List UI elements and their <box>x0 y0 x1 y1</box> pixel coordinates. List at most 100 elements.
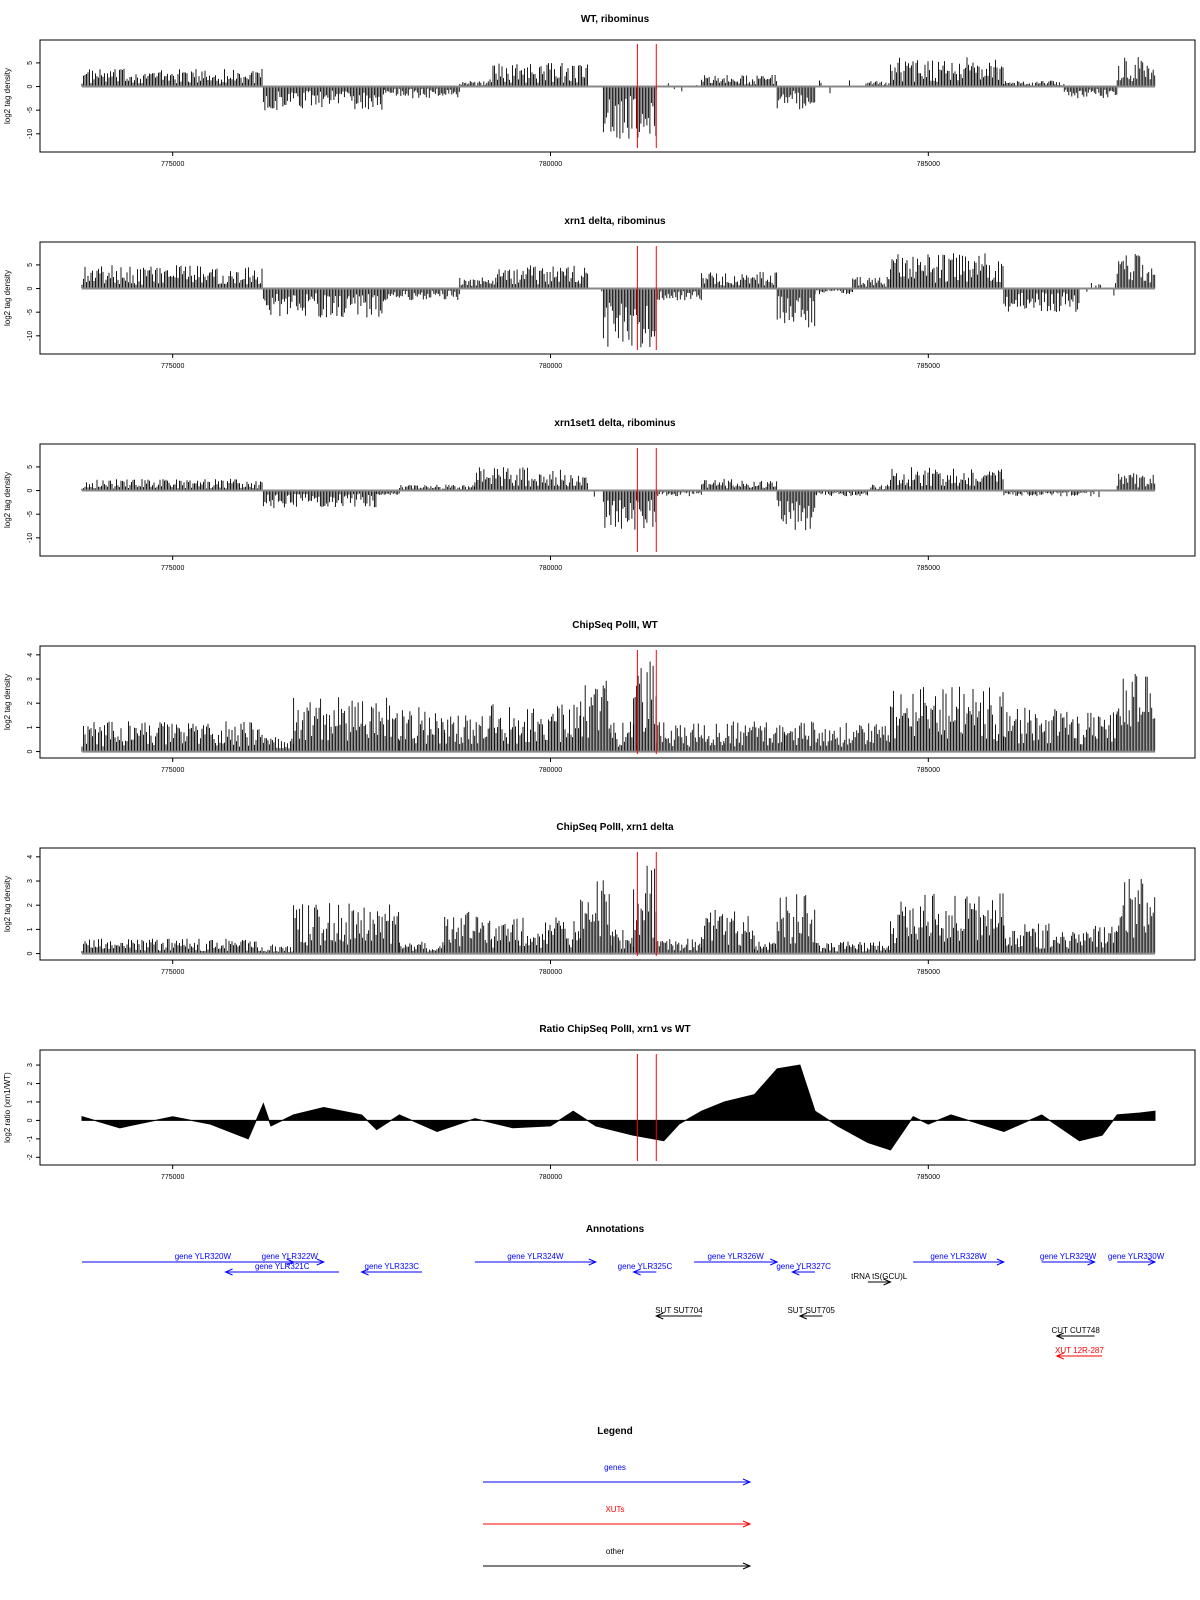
data-segment <box>262 490 377 509</box>
data-segment <box>1116 254 1156 289</box>
annotation-feature: tRNA tS(GCU)L <box>851 1272 908 1286</box>
data-segment <box>376 490 400 495</box>
plot-frame <box>39 847 1196 961</box>
y-tick-label: 1 <box>27 1100 34 1104</box>
data-segment <box>655 938 702 954</box>
data-segment <box>81 721 263 752</box>
data-segment <box>890 57 1004 87</box>
legend-entry-label: XUTs <box>605 1505 624 1514</box>
y-tick-label: 1 <box>27 725 34 729</box>
x-tick-label: 785000 <box>917 363 940 370</box>
annotation-feature: SUT SUT705 <box>787 1306 835 1320</box>
feature-label: gene YLR328W <box>930 1252 987 1261</box>
y-axis-label: log2 tag density <box>3 472 12 528</box>
feature-label: gene YLR323C <box>365 1262 420 1271</box>
data-segment <box>602 490 657 530</box>
data-segment <box>852 277 891 289</box>
annotation-feature: SUT SUT704 <box>655 1306 703 1320</box>
data-segment <box>610 929 634 954</box>
legend-entry: XUTs <box>483 1505 752 1528</box>
data-segment <box>444 911 491 954</box>
arrow-left-icon <box>798 1312 808 1320</box>
series-bars <box>81 467 1156 531</box>
data-segment <box>262 737 294 752</box>
panel-4: ChipSeq PolII, WT log2 tag density 0 1 2 3 4 77… <box>3 620 1196 774</box>
plot-frame <box>39 241 1196 355</box>
y-tick-label: 3 <box>27 1063 34 1067</box>
annotation-feature: gene YLR329W <box>1040 1252 1097 1266</box>
arrow-left-icon <box>1055 1332 1064 1340</box>
data-segment <box>262 944 294 954</box>
data-segment <box>701 271 778 289</box>
feature-label: tRNA tS(GCU)L <box>851 1272 908 1281</box>
legend-entry: genes <box>483 1463 752 1486</box>
data-segment <box>890 893 1004 954</box>
data-segment <box>1003 707 1117 752</box>
annotations-title: Annotations <box>586 1224 645 1235</box>
series-bars <box>81 57 1156 139</box>
data-segment <box>602 288 657 348</box>
feature-label: gene YLR326W <box>707 1252 764 1261</box>
legend-title: Legend <box>597 1426 633 1437</box>
data-segment <box>474 467 588 491</box>
arrow-left-icon <box>632 1268 641 1276</box>
arrow-left-icon <box>360 1268 369 1276</box>
y-tick-label: 0 <box>27 488 34 492</box>
data-segment <box>633 865 657 954</box>
panel-6: Ratio ChipSeq PolII, xrn1 vs WT log2 rati… <box>3 1024 1196 1181</box>
arrow-left-icon <box>224 1268 233 1276</box>
data-segment <box>890 467 1004 491</box>
panel-title: ChipSeq PolII, xrn1 delta <box>556 822 674 833</box>
series-bars <box>81 661 1156 752</box>
y-tick-label: 0 <box>27 750 34 754</box>
feature-label: gene YLR329W <box>1040 1252 1097 1261</box>
plot-frame <box>39 1049 1196 1166</box>
data-segment <box>776 86 816 110</box>
feature-label: gene YLR322W <box>262 1252 319 1261</box>
data-segment <box>1116 674 1156 752</box>
data-segment <box>784 721 891 752</box>
annotation-feature: gene YLR324W <box>474 1252 598 1266</box>
y-tick-label: 5 <box>27 263 34 267</box>
x-tick-label: 785000 <box>917 1174 940 1181</box>
y-tick-label: 4 <box>27 653 34 657</box>
arrow-left-icon <box>655 1312 664 1320</box>
annotation-feature: CUT CUT748 <box>1052 1326 1100 1340</box>
annotation-feature: gene YLR323C <box>360 1262 423 1276</box>
arrow-right-icon <box>742 1562 752 1570</box>
y-tick-label: 0 <box>27 286 34 290</box>
data-segment <box>602 86 657 139</box>
data-segment <box>890 253 1004 289</box>
y-tick-label: 0 <box>27 952 34 956</box>
feature-label: gene YLR327C <box>776 1262 831 1271</box>
annotation-feature: gene YLR328W <box>913 1252 1006 1266</box>
y-tick-label: -10 <box>27 331 34 341</box>
x-tick-label: 775000 <box>161 767 184 774</box>
feature-label: gene YLR324W <box>507 1252 564 1261</box>
x-tick-label: 775000 <box>161 161 184 168</box>
feature-label: SUT SUT705 <box>787 1306 835 1315</box>
data-segment <box>701 910 755 954</box>
x-tick-label: 780000 <box>539 565 562 572</box>
x-tick-label: 780000 <box>539 1174 562 1181</box>
arrow-right-icon <box>588 1258 598 1266</box>
x-tick-label: 785000 <box>917 565 940 572</box>
plot-frame <box>39 645 1196 759</box>
data-segment <box>610 721 634 752</box>
arrow-right-icon <box>769 1258 779 1266</box>
y-tick-label: 4 <box>27 855 34 859</box>
arrow-right-icon <box>742 1478 752 1486</box>
annotation-feature: gene YLR320W <box>82 1252 326 1266</box>
y-tick-label: 2 <box>27 701 34 705</box>
y-tick-label: -1 <box>27 1136 34 1142</box>
data-segment <box>459 277 498 289</box>
data-segment <box>754 941 778 954</box>
y-tick-label: -5 <box>27 107 34 113</box>
panel-title: WT, ribominus <box>581 14 650 25</box>
panel-5: ChipSeq PolII, xrn1 delta log2 tag densit… <box>3 822 1196 976</box>
y-tick-label: 2 <box>27 903 34 907</box>
data-segment <box>1003 923 1117 954</box>
data-segment <box>1063 86 1118 99</box>
data-segment <box>383 288 460 301</box>
